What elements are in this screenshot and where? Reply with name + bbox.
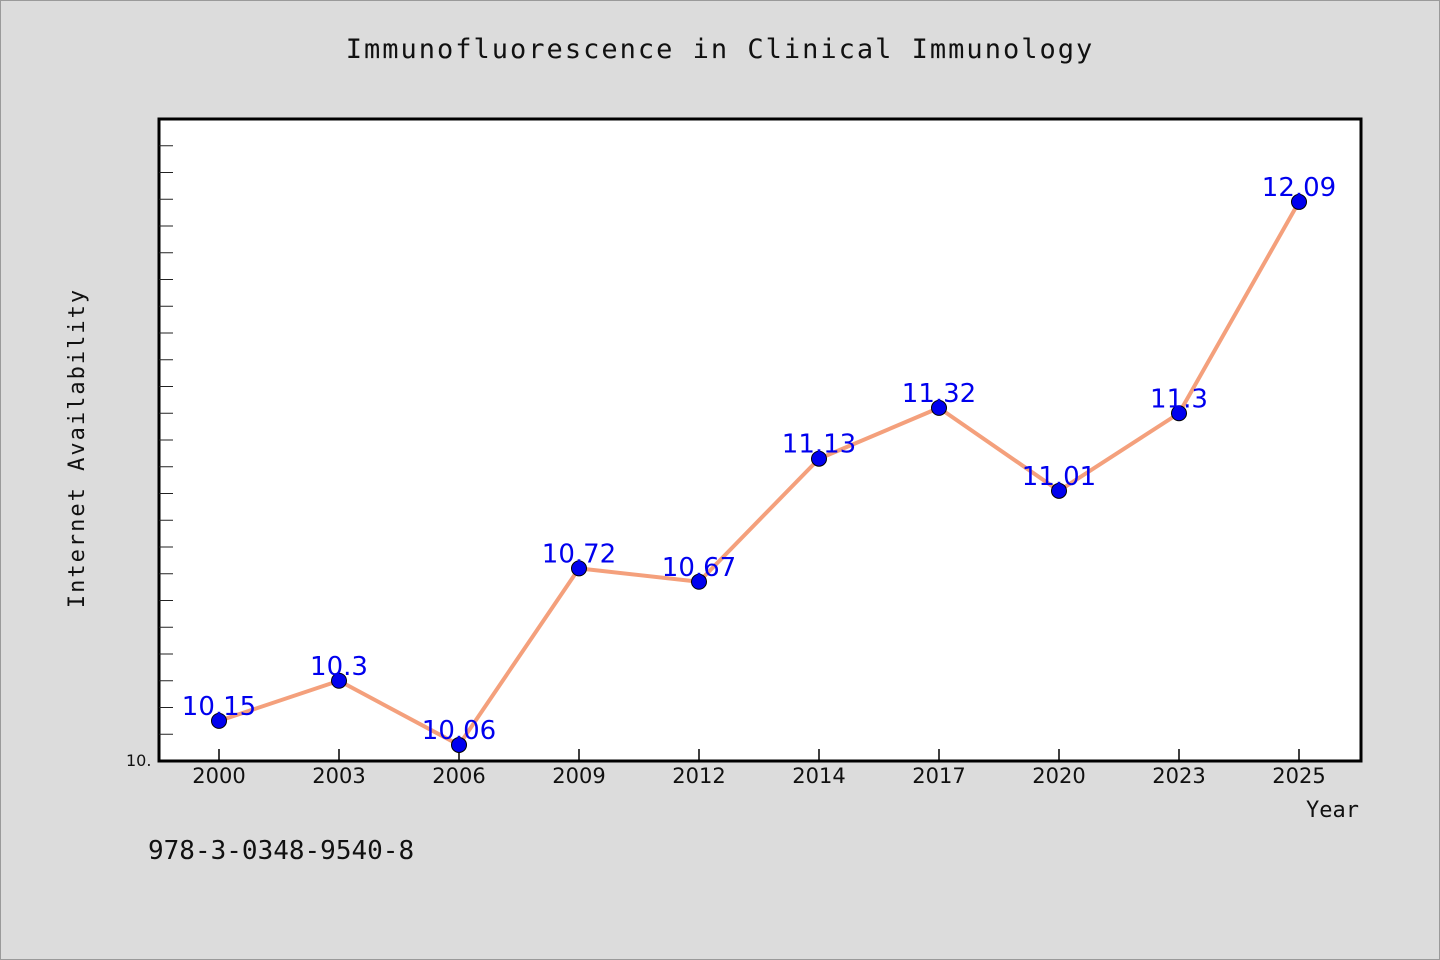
data-label: 11.13 [782,430,856,460]
x-axis-label: Year [1306,798,1359,823]
y-tick-label: 10. [126,751,151,770]
isbn-text: 978-3-0348-9540-8 [148,836,415,866]
data-point [1291,193,1307,210]
y-axis-label: Internet Availability [65,288,90,608]
series-layer: 10.15 10.3 10.06 10.72 10.67 11.13 11.32 11.01 1… [182,173,1336,753]
data-label: 10.15 [182,692,256,722]
x-tick-label: 2020 [1032,764,1085,788]
data-point [571,560,587,577]
x-tick-label: 2006 [432,764,485,788]
data-point [1171,405,1187,422]
data-point [931,399,947,416]
data-point [211,712,227,729]
data-point [451,736,467,753]
chart-title: Immunofluorescence in Clinical Immunolog… [345,34,1095,65]
x-tick-label: 2012 [672,764,725,788]
x-tick-label: 2025 [1272,764,1325,788]
data-point [331,672,347,689]
data-label: 10.72 [542,539,616,569]
x-tick-label: 2014 [792,764,845,788]
x-tick-label: 2009 [552,764,605,788]
data-label: 10.3 [310,652,368,682]
data-point [691,573,707,590]
data-label: 11.01 [1022,462,1096,492]
x-tick-label: 2017 [912,764,965,788]
x-axis: 2000 2003 2006 2009 2012 2014 2017 2020 2023 2025 [192,749,1326,788]
data-point [1051,482,1067,499]
y-minor-ticks [159,145,173,735]
x-tick-label: 2023 [1152,764,1205,788]
series-line [218,200,1301,747]
data-label: 10.06 [422,716,496,746]
data-label: 11.3 [1150,384,1208,414]
data-label: 10.67 [662,553,736,583]
x-tick-label: 2000 [192,764,245,788]
x-tick-label: 2003 [312,764,365,788]
data-label: 11.32 [902,379,976,409]
data-point [811,450,827,467]
plot-area [157,117,1363,763]
data-label: 12.09 [1262,173,1336,203]
